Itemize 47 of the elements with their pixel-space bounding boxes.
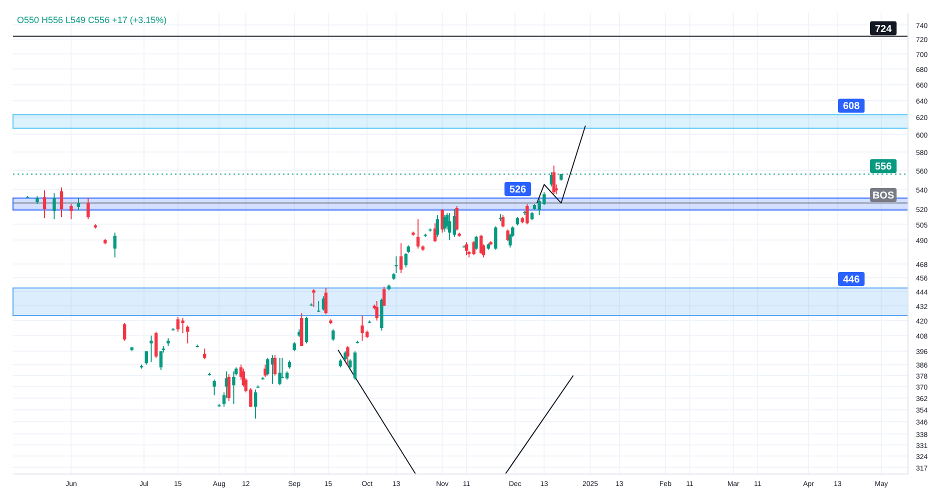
candlestick [232,370,236,404]
candlestick [144,350,148,366]
ref-line-label: 556 [874,162,892,173]
candlestick [113,232,116,258]
candlestick [203,348,206,360]
candlestick [394,256,398,274]
candlestick [312,288,316,308]
candlestick [52,192,56,220]
candlestick [375,300,378,322]
candlestick [254,389,258,420]
ref-line-label: BOS [872,190,894,202]
candlestick [42,190,46,219]
candlestick [346,345,350,366]
candlestick [212,379,216,396]
ref-line-label: 724 [874,24,892,35]
candlestick [273,354,277,376]
candlestick [436,214,440,238]
candlestick [292,342,296,352]
candlestick [324,287,328,315]
candlestick [266,357,270,376]
candlestick [332,328,335,342]
candlestick [474,235,478,250]
candlestick [382,286,386,306]
band-label: 608 [842,101,860,112]
annotation: O550 H556 L549 C556 +17 (+3.15%) [17,15,167,25]
candlestick [86,198,90,220]
annotation: 526 [509,184,527,196]
candlestick [186,325,190,344]
candlestick [404,252,408,268]
candlestick [455,206,458,232]
candlestick [60,186,64,218]
candlestick [348,358,352,370]
candlestick [150,335,153,362]
candlestick [317,300,320,312]
candlestick [70,204,73,220]
candlestick [278,357,282,386]
candlestick [552,165,556,195]
candlestick [227,374,230,402]
candlestick [399,242,403,274]
candlestick [506,229,510,242]
candlestick [122,322,126,342]
candlestick [416,218,420,250]
candlestick [76,198,80,211]
candlestick [440,208,444,234]
band-label: 446 [842,274,860,286]
candlestick [154,331,158,358]
candlestick [494,226,498,250]
